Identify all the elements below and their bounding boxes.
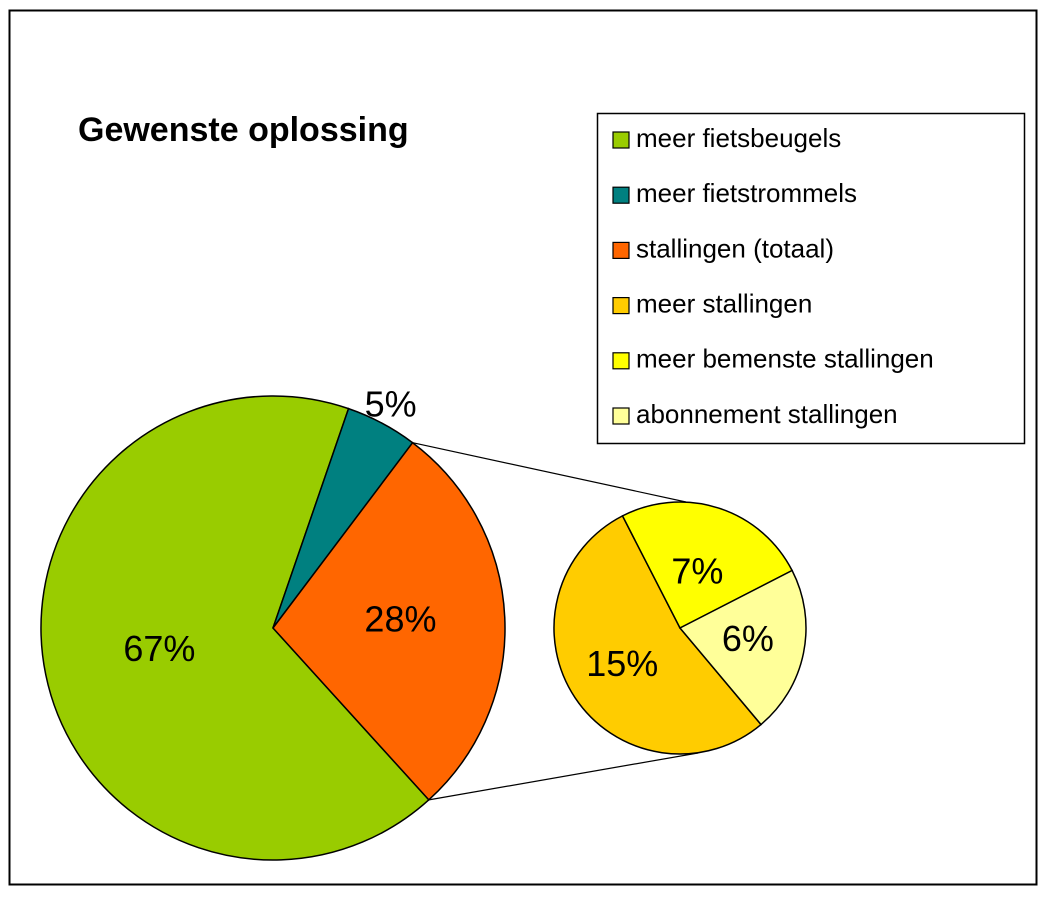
legend-label: meer bemenste stallingen [636,344,934,374]
data-label: 67% [123,628,195,669]
data-label: 15% [586,643,658,684]
pie-slice [553,514,763,755]
pie-slice [272,441,506,801]
legend-swatch [612,186,630,204]
pie-slice [678,569,807,726]
legend-swatch [612,241,630,259]
legend-swatch [612,131,630,149]
legend-swatch [612,297,630,315]
chart-title: Gewenste oplossing [78,111,409,149]
pie-slice [40,395,430,861]
connector-line [428,752,699,801]
connector-line [412,442,687,503]
data-label: 28% [364,599,436,640]
legend-label: meer stallingen [636,288,812,318]
data-label: 7% [671,551,723,592]
data-label: 5% [365,383,417,424]
legend-swatch [612,352,630,370]
legend-label: meer fietsbeugels [636,123,841,153]
data-label: 6% [722,618,774,659]
legend-box [596,112,1026,445]
legend-label: meer fietstrommels [636,178,857,208]
pie-slice [621,501,794,630]
legend-swatch [612,407,630,425]
legend-label: stallingen (totaal) [636,233,834,263]
legend-label: abonnement stallingen [636,399,898,429]
